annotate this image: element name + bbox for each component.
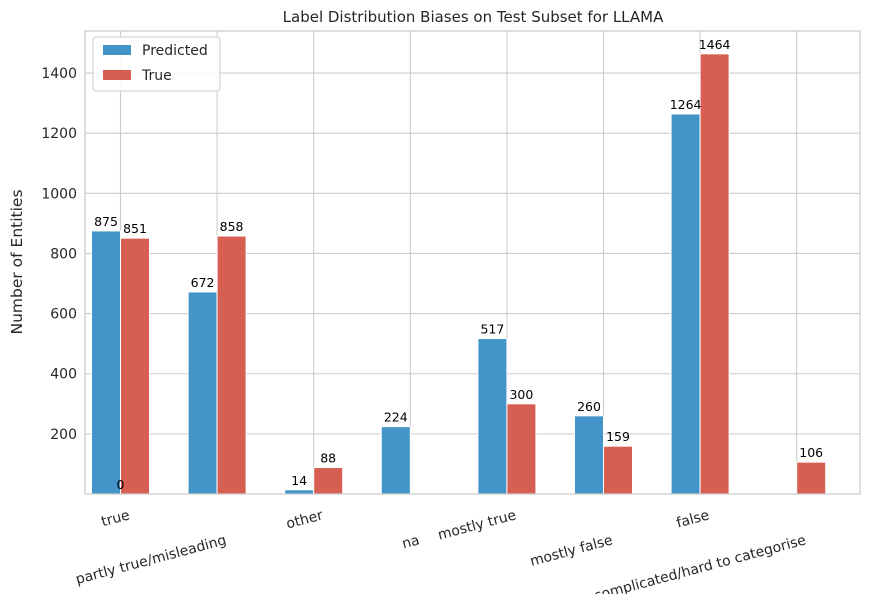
bar-predicted	[284, 489, 315, 495]
data-label: 1464	[699, 37, 731, 52]
y-tick-label: 1200	[41, 126, 77, 142]
data-label: 0	[117, 477, 125, 492]
data-label: 106	[799, 445, 823, 460]
data-label: 1264	[670, 97, 702, 112]
y-tick-label: 800	[50, 246, 77, 262]
legend-swatch-predicted	[103, 45, 131, 55]
data-label: 224	[384, 410, 408, 425]
data-label: 14	[291, 473, 307, 488]
data-label: 858	[220, 219, 244, 234]
bar-predicted	[187, 291, 218, 495]
data-label: 88	[320, 451, 336, 466]
y-tick-label: 200	[50, 427, 77, 443]
bar-true	[603, 445, 633, 495]
bar-true	[216, 235, 247, 495]
y-tick-label: 1000	[41, 186, 77, 202]
data-label: 159	[606, 429, 630, 444]
data-label: 851	[123, 221, 147, 236]
data-label: 517	[480, 322, 504, 337]
bar-true	[120, 237, 150, 495]
bars	[91, 53, 827, 495]
bar-predicted	[91, 230, 121, 495]
legend-label-predicted: Predicted	[142, 43, 208, 59]
bar-true	[506, 403, 537, 495]
bar-predicted	[574, 415, 604, 495]
x-tick-label: na	[400, 532, 421, 552]
x-tick-label: true	[100, 507, 132, 530]
y-tick-label: 600	[50, 307, 77, 323]
data-label: 875	[94, 214, 118, 229]
bar-predicted	[670, 113, 701, 495]
data-label: 300	[509, 387, 533, 402]
data-label: 260	[577, 399, 601, 414]
bar-predicted	[477, 338, 508, 495]
legend-label-true: True	[141, 68, 172, 84]
bar-true	[699, 53, 730, 495]
y-tick-labels: 200 400 600 800 1000 1200 1400	[41, 66, 77, 443]
y-tick-label: 400	[50, 367, 77, 383]
legend-swatch-true	[103, 70, 131, 80]
bar-true	[796, 461, 827, 495]
data-label: 672	[191, 275, 215, 290]
bar-true	[313, 467, 344, 495]
plot-frame	[84, 30, 861, 495]
y-tick-label: 1400	[41, 66, 77, 82]
bar-predicted	[380, 426, 411, 495]
legend: Predicted True	[92, 36, 221, 92]
chart-title: Label Distribution Biases on Test Subset…	[283, 8, 664, 26]
y-axis-label: Number of Entities	[8, 189, 26, 334]
data-labels: 875 672 14 224 517 260 1264 851 858 88 300 159 1464 1…	[94, 37, 823, 492]
